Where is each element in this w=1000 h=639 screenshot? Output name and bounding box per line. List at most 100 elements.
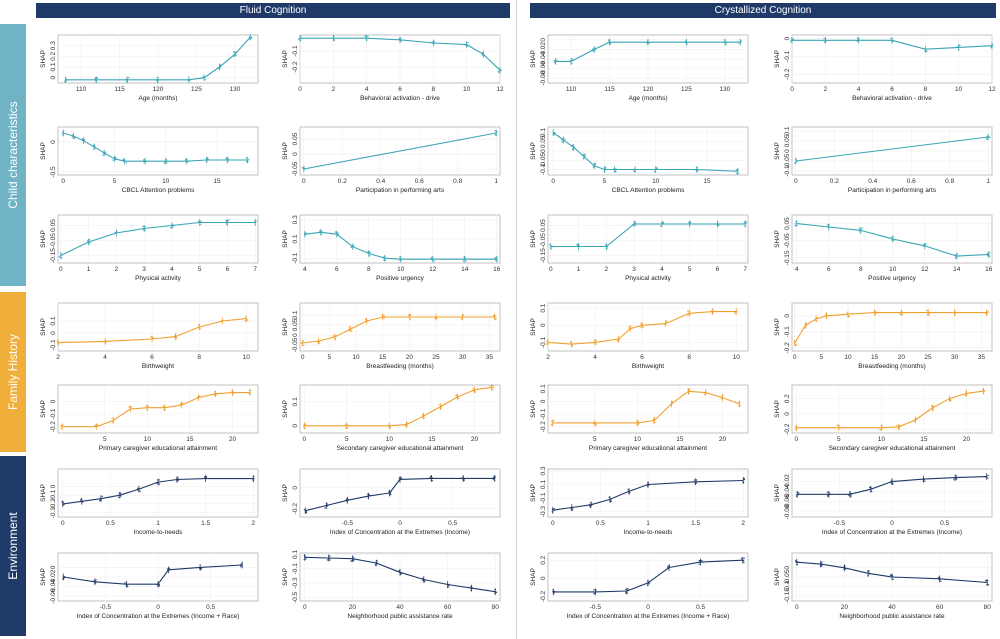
shap-point (743, 557, 745, 559)
shap-point (318, 230, 321, 232)
y-tick-label: -0.1 (540, 336, 547, 348)
shap-point (227, 160, 229, 162)
y-tick-label: 0 (540, 399, 547, 403)
x-tick-label: 0 (646, 604, 650, 611)
x-tick-label: 1 (577, 266, 581, 273)
shap-point (745, 221, 748, 223)
shap-point (73, 137, 76, 139)
shap-point (94, 424, 97, 427)
y-tick-label: -0.06 (784, 494, 791, 509)
shap-point (988, 136, 991, 139)
y-tick-label: 0.1 (784, 126, 791, 135)
y-axis-label: SHAP (530, 400, 537, 418)
x-axis-label: Behavioral activation - drive (852, 95, 932, 102)
shap-point (955, 478, 958, 480)
shap-point (743, 221, 746, 224)
x-tick-label: 115 (114, 86, 125, 93)
y-tick-label: -0.2 (784, 423, 791, 435)
y-axis-label: SHAP (282, 142, 289, 160)
x-tick-label: 60 (444, 604, 452, 611)
panel-crys-itn: 0 0.5 1 1.5 2 0.3 0.1 -0.1 -0.3 Income-to-needs SH… (530, 466, 749, 536)
shap-point (249, 389, 252, 392)
shap-point (614, 170, 617, 172)
y-tick-label: -0.1 (292, 252, 299, 264)
y-tick-label: -0.02 (50, 569, 57, 584)
x-tick-label: 0.5 (206, 604, 215, 611)
shap-point (595, 339, 598, 342)
y-tick-label: -0.3 (50, 507, 57, 519)
panel-crys-ice: -0.5 0 0.5 -0.02-0.04-0.06-0.08 Index of Con… (774, 468, 993, 536)
shap-point (438, 403, 441, 406)
y-axis-label: SHAP (774, 50, 781, 68)
x-tick-label: 5 (603, 178, 607, 185)
shap-point (625, 592, 627, 594)
y-tick-label: -0.1 (540, 163, 547, 175)
shap-point (648, 42, 651, 45)
y-tick-label: 0 (50, 331, 57, 335)
shap-point (735, 172, 738, 175)
shap-point (492, 476, 495, 479)
dependence-curve (796, 390, 984, 429)
shap-point (245, 157, 248, 159)
y-tick-label: 0 (50, 399, 57, 403)
dependence-curve (547, 311, 737, 345)
x-tick-label: 10 (878, 436, 886, 443)
shap-point (553, 507, 556, 510)
x-tick-label: 10 (243, 354, 251, 361)
x-tick-label: 1 (986, 178, 990, 185)
shap-point (640, 322, 642, 325)
x-tick-label: 10 (634, 436, 642, 443)
x-tick-label: 4 (795, 266, 799, 273)
y-tick-label: 0 (292, 486, 299, 490)
shap-point (104, 151, 107, 154)
shap-point (300, 342, 303, 344)
x-tick-label: 4 (103, 354, 107, 361)
x-tick-label: 3 (632, 266, 636, 273)
y-tick-label: 0.3 (292, 215, 299, 224)
x-tick-label: 15 (379, 354, 387, 361)
shap-point (687, 314, 689, 317)
x-tick-label: 0 (890, 520, 894, 527)
panel-fluid-age: 110 115 120 125 130 0 0.1 0.20.3 Age (months) SHA… (40, 33, 259, 102)
y-tick-label: 0.05 (540, 219, 547, 232)
shap-point (954, 257, 957, 259)
y-tick-label: -0.08 (784, 504, 791, 519)
shap-point (94, 80, 97, 82)
x-axis-label: Behavioral activation - drive (360, 95, 440, 102)
x-tick-label: 0.5 (696, 604, 705, 611)
x-axis-label: Neighborhood public assistance rate (839, 613, 945, 620)
shap-point (556, 59, 558, 62)
x-axis-label: CBCL Attention problems (612, 187, 685, 194)
x-tick-label: 60 (936, 604, 944, 611)
panel-crys-arts: 0 0.2 0.4 0.6 0.8 10.10.050-0.05-0.1Participa… (774, 126, 993, 194)
x-tick-label: 8 (687, 354, 691, 361)
shap-point (350, 330, 353, 332)
x-tick-label: 110 (76, 86, 87, 93)
shap-point (297, 38, 300, 41)
x-tick-label: 5 (328, 354, 332, 361)
x-tick-label: 0 (795, 604, 799, 611)
shap-point (500, 69, 503, 72)
y-tick-label: -0.2 (292, 61, 299, 73)
shap-point (324, 507, 326, 509)
shap-point (399, 256, 401, 258)
shap-point (128, 405, 131, 408)
shap-point (743, 561, 745, 564)
x-tick-label: 0 (790, 86, 794, 93)
shap-point (571, 58, 574, 60)
x-tick-label: 35 (486, 354, 494, 361)
y-axis-label: SHAP (40, 568, 47, 586)
x-tick-label: 10 (955, 86, 963, 93)
y-tick-label: -0.2 (540, 590, 547, 602)
shap-point (181, 402, 184, 404)
plot-frame (547, 384, 749, 434)
panel-crys-bf: 0 5 10 15 20 25 30 35 0 -0.1 -0.2 Breastfeeding (mo… (774, 302, 993, 370)
shap-point (660, 225, 662, 227)
row-group-environment: Environment (0, 456, 26, 636)
shap-point (494, 315, 497, 318)
x-axis-label: Participation in performing arts (356, 187, 445, 194)
y-tick-label: 0 (784, 36, 791, 40)
y-tick-label: -0.1 (784, 50, 791, 62)
shap-point (849, 494, 852, 497)
